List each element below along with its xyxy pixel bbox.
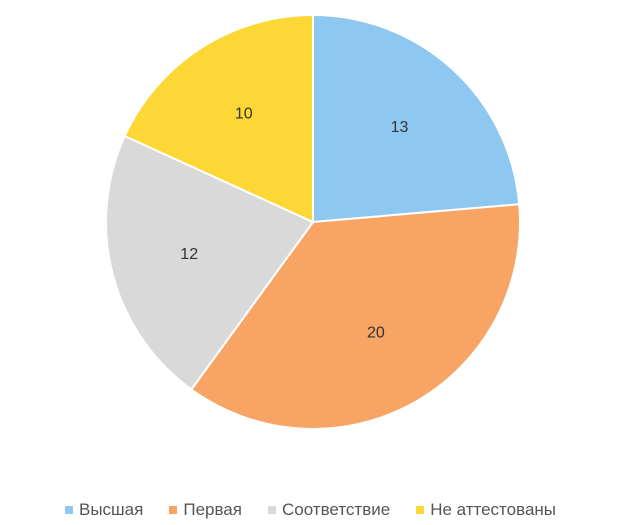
pie-slice-ne-attestovany — [123, 13, 314, 224]
legend-swatch — [169, 506, 178, 514]
legend-swatch — [64, 506, 73, 514]
legend-swatch — [416, 506, 425, 514]
legend-item-ne-attestovany: Не аттестованы — [416, 500, 556, 520]
legend-item-pervaya: Первая — [169, 500, 242, 520]
data-label-pervaya: 20 — [367, 325, 385, 342]
legend-swatch — [267, 506, 276, 514]
pie-data-labels: 13 20 12 10 — [180, 106, 408, 342]
legend-label: Высшая — [78, 500, 144, 519]
legend-label: Соответствие — [281, 500, 391, 519]
legend-label: Не аттестованы — [430, 500, 557, 519]
data-label-vysshaya: 13 — [391, 119, 409, 136]
pie-slice-vysshaya — [312, 13, 521, 224]
data-label-ne-attestovany: 10 — [235, 106, 253, 123]
pie-slices — [105, 13, 521, 431]
legend-item-sootvetstvie: Соответствие — [267, 500, 391, 520]
pie-slice-pervaya — [189, 203, 521, 431]
data-label-sootvetstvie: 12 — [180, 246, 198, 263]
legend-item-vysshaya: Высшая — [64, 500, 144, 520]
legend-label: Первая — [183, 500, 242, 519]
chart-legend: Высшая Первая Соответствие Не аттестован… — [0, 500, 621, 520]
